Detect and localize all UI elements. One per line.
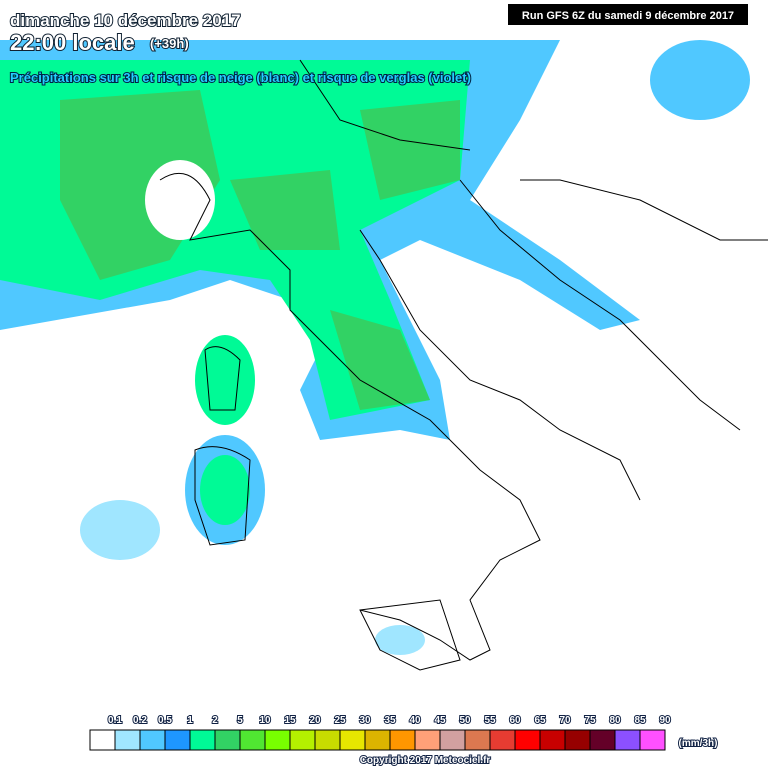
legend-swatch	[264, 729, 291, 751]
legend-label: 35	[384, 715, 396, 726]
subtitle: Précipitations sur 3h et risque de neige…	[10, 70, 471, 85]
coastlines	[159, 59, 768, 671]
legend-label: 1	[187, 715, 193, 726]
run-label: Run GFS 6Z du samedi 9 décembre 2017	[522, 10, 734, 22]
legend-label: 5	[237, 715, 243, 726]
legend-label: 20	[309, 715, 321, 726]
legend-swatch	[189, 729, 216, 751]
legend-label: 25	[334, 715, 346, 726]
legend-swatch	[114, 729, 141, 751]
legend-label: 2	[212, 715, 218, 726]
legend-label: 30	[359, 715, 371, 726]
legend-swatch	[614, 729, 641, 751]
precipitation-field	[0, 40, 750, 655]
legend-label: 75	[584, 715, 596, 726]
legend-swatch	[314, 729, 341, 751]
legend-swatch	[364, 729, 391, 751]
legend-label: 70	[559, 715, 571, 726]
legend-swatch	[414, 729, 441, 751]
legend-label: 15	[284, 715, 296, 726]
legend-label: 45	[434, 715, 446, 726]
legend-label: 60	[509, 715, 521, 726]
run-box	[508, 4, 748, 25]
legend-swatch	[514, 729, 541, 751]
legend-label: 0.2	[133, 715, 147, 726]
legend-swatch	[439, 729, 466, 751]
legend-label: 50	[459, 715, 471, 726]
legend-swatch	[239, 729, 266, 751]
legend-swatch	[464, 729, 491, 751]
legend-swatch	[389, 729, 416, 751]
legend-label: 90	[659, 715, 671, 726]
legend-swatch	[564, 729, 591, 751]
legend-label: 40	[409, 715, 421, 726]
legend-swatch	[589, 729, 616, 751]
legend-label: 55	[484, 715, 496, 726]
legend: 0.1 0.2 0.5 1 2 5 10 15 20 25 30 35 40 45 50 55 60 65 70 75…	[89, 714, 672, 751]
legend-label: 0.5	[158, 715, 172, 726]
legend-swatch	[539, 729, 566, 751]
legend-label: 65	[534, 715, 546, 726]
legend-swatch	[164, 729, 191, 751]
legend-label: 85	[634, 715, 646, 726]
legend-swatch	[214, 729, 241, 751]
legend-swatch	[289, 729, 316, 751]
legend-label: 10	[259, 715, 271, 726]
copyright: Copyright 2017 Meteociel.fr	[360, 755, 491, 766]
legend-swatch	[639, 729, 666, 751]
legend-swatch	[139, 729, 166, 751]
time: 22:00 locale	[10, 30, 135, 55]
lead: (+39h)	[150, 36, 189, 51]
legend-label: 0.1	[108, 715, 122, 726]
legend-label: 80	[609, 715, 621, 726]
date: dimanche 10 décembre 2017	[10, 11, 241, 30]
legend-swatch	[89, 729, 116, 751]
legend-swatch	[489, 729, 516, 751]
legend-swatch	[339, 729, 366, 751]
unit: (mm/3h)	[679, 738, 718, 749]
